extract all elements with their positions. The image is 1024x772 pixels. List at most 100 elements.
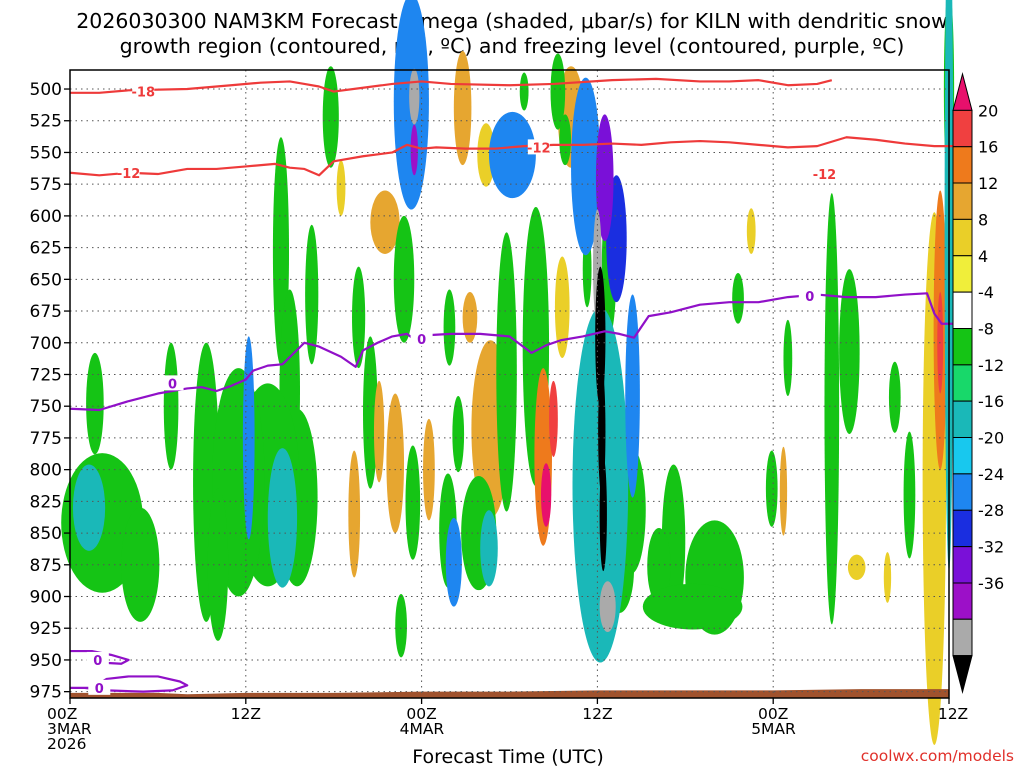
colorbar-segment [952, 509, 973, 548]
omega-cell [322, 66, 339, 168]
colorbar-segment [952, 546, 973, 584]
omega-cell [207, 488, 229, 641]
colorbar-label: -16 [978, 392, 1004, 411]
omega-cell [386, 393, 405, 534]
colorbar-segment [952, 400, 973, 439]
colorbar-label: 16 [978, 138, 998, 157]
chart-title-line2: growth region (contoured, red, ºC) and f… [120, 34, 905, 58]
omega-cell [405, 445, 421, 560]
omega-cell [443, 289, 456, 366]
omega-cell [550, 53, 566, 130]
colorbar-segment [952, 327, 973, 366]
x-tick-label: 00Z [758, 705, 788, 723]
omega-cell [595, 114, 614, 242]
omega-cell [163, 342, 179, 470]
colorbar-segment [952, 109, 973, 148]
omega-cell [559, 114, 572, 166]
y-tick-label: 750 [30, 397, 62, 417]
omega-cell [746, 208, 756, 254]
x-tick-label: 00Z [406, 705, 436, 723]
colorbar-label: 4 [978, 247, 988, 266]
omega-cell [305, 224, 319, 365]
omega-cell [779, 446, 788, 536]
terrain-layer [70, 689, 949, 698]
x-tick-label: 12Z [582, 705, 612, 723]
contour-label-bg [410, 330, 433, 346]
contour-label: 0 [417, 333, 426, 348]
omega-cell [72, 464, 106, 551]
colorbar-label: -8 [978, 319, 994, 338]
y-tick-label: 850 [30, 524, 62, 544]
colorbar-label: -20 [978, 429, 1004, 448]
contour-label: -18 [132, 86, 156, 101]
y-tick-label: 650 [30, 270, 62, 290]
colorbar-segment [952, 473, 973, 511]
omega-cell [888, 361, 901, 433]
omega-cell [488, 111, 536, 199]
omega-cell [477, 123, 495, 187]
omega-cell [336, 160, 346, 216]
colorbar-segment [952, 655, 973, 694]
omega-cell [267, 448, 298, 588]
omega-cell [599, 581, 616, 633]
colorbar-segment [952, 146, 973, 184]
contour-label-bg [86, 651, 109, 667]
omega-cell [370, 190, 400, 254]
omega-cell [453, 50, 472, 166]
chart-title-line1: 2026030300 NAM3KM Forecast Omega (shaded… [76, 9, 948, 33]
y-tick-label: 625 [30, 239, 62, 259]
contour-label-bg [813, 166, 836, 182]
omega-cell [393, 215, 415, 343]
omega-cell [395, 593, 407, 658]
colorbar-segment [952, 582, 973, 620]
omega-cell [452, 396, 465, 473]
omega-cell [480, 510, 498, 587]
omega-cell [732, 272, 744, 324]
omega-cell [352, 266, 366, 369]
y-tick-label: 600 [30, 207, 62, 227]
y-tick-label: 725 [30, 365, 62, 385]
contour-label: 0 [805, 290, 814, 305]
y-tick-label: 875 [30, 556, 62, 576]
colorbar-segment [952, 218, 973, 257]
contour-label-bg [798, 287, 821, 303]
y-tick-label: 700 [30, 334, 62, 354]
x-tick-label: 4MAR [400, 720, 445, 738]
omega-cell [765, 450, 778, 527]
gridlines [70, 70, 949, 698]
y-tick-label: 775 [30, 429, 62, 449]
omega-cell [647, 527, 671, 605]
credit-text: coolwx.com/models [861, 747, 1014, 765]
contour-label-bg [527, 139, 550, 155]
plot-frame [69, 69, 950, 699]
omega-cell [554, 256, 570, 358]
omega-cell [519, 72, 529, 111]
omega-cell [883, 552, 892, 603]
omega-cell [462, 292, 478, 343]
x-tick-label: 00Z [47, 705, 77, 723]
colorbar-segment [952, 182, 973, 220]
x-tick-label: 3MAR [47, 720, 92, 738]
x-axis-label: Forecast Time (UTC) [412, 746, 603, 768]
y-axis: 500 525 550 575 600 625 650 675 700 725 750 775 800 8… [30, 80, 70, 703]
omega-cell [540, 463, 552, 527]
y-tick-label: 925 [30, 619, 62, 639]
colorbar-label: -36 [978, 574, 1004, 593]
dgz-contour [69, 136, 964, 177]
omega-cell [496, 232, 517, 512]
omega-cell [373, 380, 385, 483]
omega-cell [549, 380, 558, 457]
contour-label: 0 [93, 654, 102, 669]
omega-cell [410, 124, 418, 176]
y-tick-label: 825 [30, 492, 62, 512]
x-tick-label: 5MAR [751, 720, 796, 738]
x-tick-label: 12Z [231, 705, 261, 723]
x-tick-label: 2026 [47, 735, 86, 753]
omega-cell [847, 554, 866, 581]
omega-cell [824, 193, 840, 625]
contour-label: 0 [168, 377, 177, 392]
colorbar-label: 20 [978, 101, 998, 120]
x-tick-label: 12Z [938, 705, 968, 723]
colorbar-segment [952, 255, 973, 293]
